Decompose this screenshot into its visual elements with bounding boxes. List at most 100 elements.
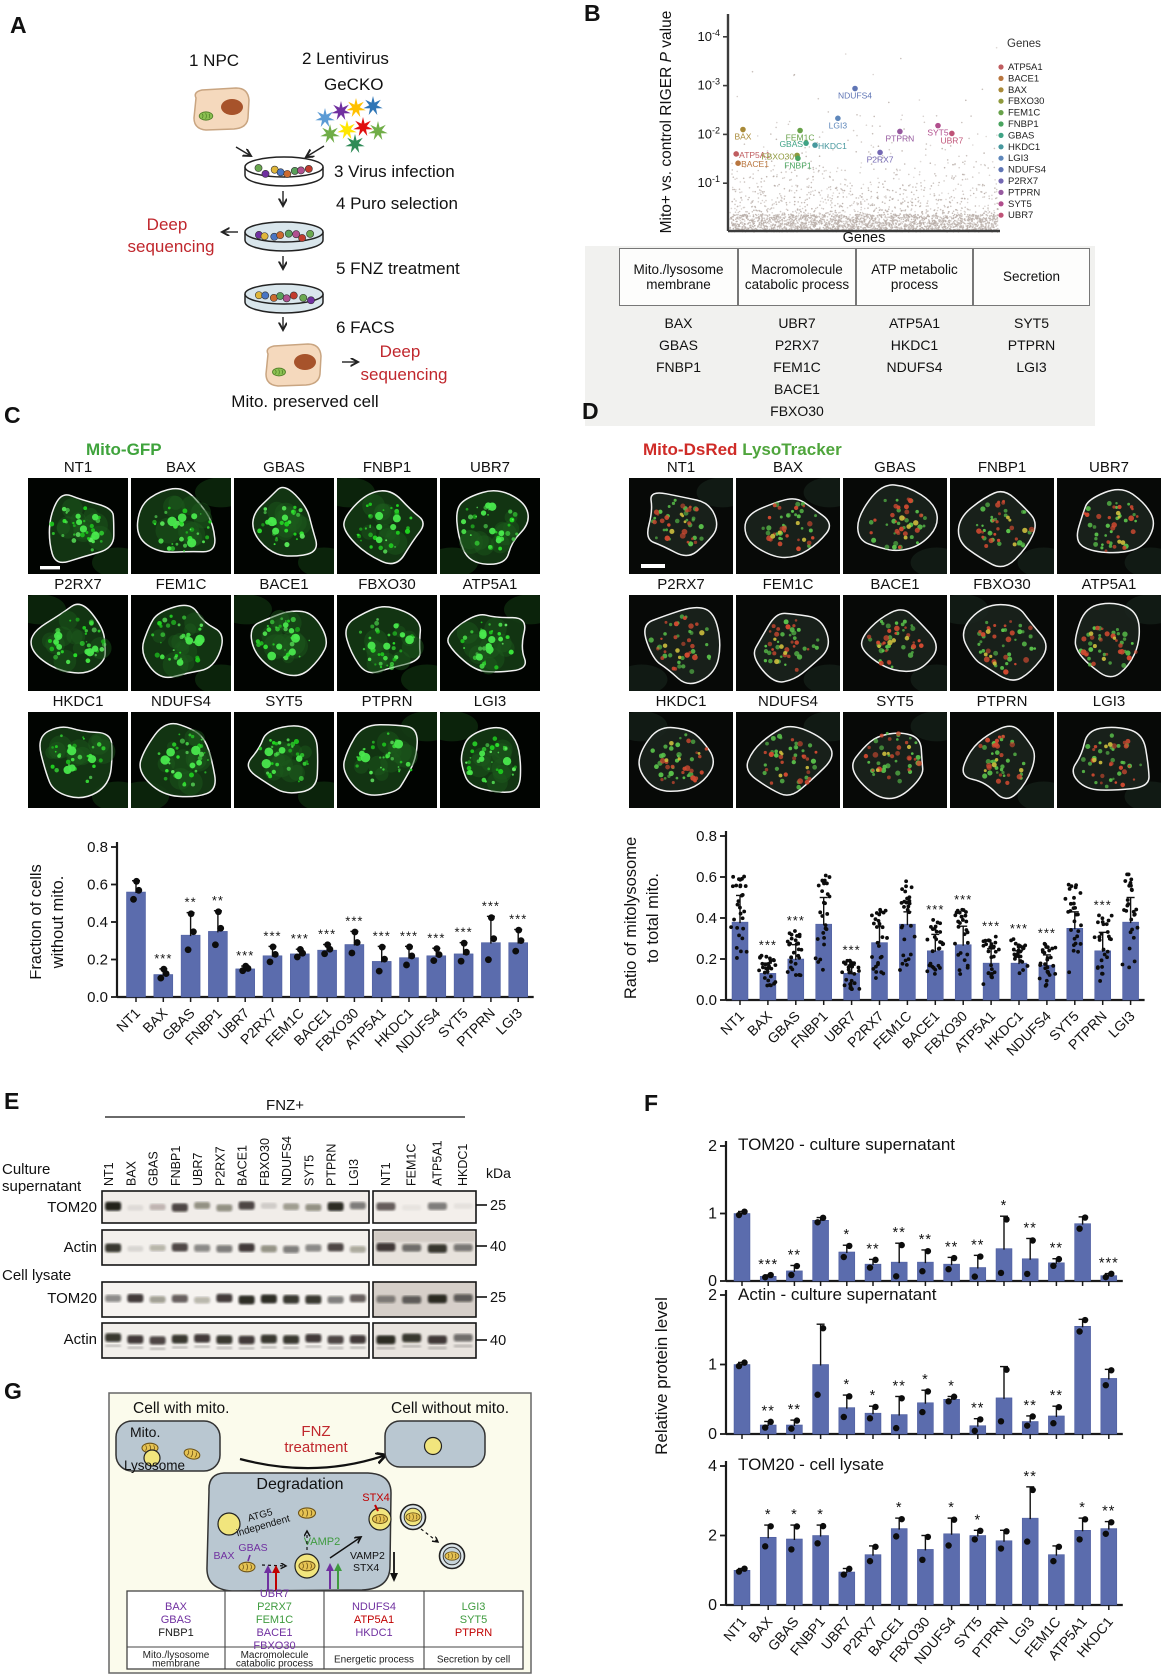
y-tick-label: 0.2 bbox=[87, 952, 108, 969]
gene-point-label: SYT5 bbox=[927, 128, 949, 138]
significance-stars: ** bbox=[866, 1241, 879, 1257]
cell-without-mito-icon bbox=[384, 1420, 486, 1468]
model-table-gene: LGI3 bbox=[462, 1601, 486, 1613]
bar bbox=[890, 1414, 908, 1435]
kda-marker: 25 bbox=[490, 1290, 506, 1306]
lysosome-icon bbox=[143, 1449, 161, 1467]
microscopy-tile-label: HKDC1 bbox=[655, 693, 707, 710]
gene-point-label: FEM1C bbox=[786, 132, 815, 142]
go-table-column: UBR7 P2RX7 FEM1C BACE1 FBXO30 bbox=[738, 312, 856, 422]
panel-e-label: E bbox=[4, 1088, 20, 1114]
cell-with-mito-icon: Mito. Lysosome bbox=[115, 1420, 221, 1473]
step-3-virus-infection: 3 Virus infection bbox=[334, 162, 455, 181]
model-table-gene: BAX bbox=[165, 1601, 188, 1613]
y-tick-label: 0.0 bbox=[87, 989, 108, 1006]
mito-dsred-lysotracker-cell-image bbox=[736, 478, 840, 574]
go-table-column: ATP5A1 HKDC1 NDUFS4 bbox=[856, 312, 973, 378]
significance-stars: *** bbox=[236, 948, 254, 963]
deep-sequencing-right: Deep bbox=[380, 342, 421, 361]
lysotracker-channel-label: LysoTracker bbox=[742, 440, 842, 459]
secreted-vesicles bbox=[399, 1503, 466, 1570]
gene-point-label: NDUFS4 bbox=[838, 91, 872, 101]
y-tick-label: 2 bbox=[708, 1287, 717, 1304]
microscopy-tile-label: FBXO30 bbox=[358, 576, 416, 593]
significance-stars: * bbox=[843, 1227, 850, 1243]
significance-stars: ** bbox=[212, 893, 224, 908]
bar bbox=[890, 1528, 908, 1606]
vamp2-label: VAMP2 bbox=[304, 1536, 340, 1548]
legend-item-label: FNBP1 bbox=[1008, 119, 1039, 130]
y-tick-label: 2 bbox=[708, 1138, 717, 1155]
bar bbox=[1074, 1223, 1091, 1282]
significance-stars: * bbox=[974, 1512, 981, 1528]
y-tick-label: 0 bbox=[708, 1426, 717, 1443]
legend-item-label: PTPRN bbox=[1008, 187, 1040, 198]
model-table-gene: P2RX7 bbox=[257, 1601, 292, 1613]
model-table-gene: SYT5 bbox=[460, 1614, 488, 1626]
gene-point-label: BACE1 bbox=[741, 159, 769, 169]
y-tick-label: 0.8 bbox=[696, 828, 717, 845]
bar bbox=[864, 1412, 882, 1435]
deep-sequencing-right-2: sequencing bbox=[361, 365, 448, 384]
chart-title: TOM20 - cell lysate bbox=[738, 1455, 884, 1474]
significance-stars: *** bbox=[427, 930, 445, 945]
microscopy-tile-label: P2RX7 bbox=[54, 576, 102, 593]
model-table-gene: NDUFS4 bbox=[352, 1601, 396, 1613]
go-table-header: Mito./lysosome membrane bbox=[619, 248, 738, 306]
significance-stars: *** bbox=[263, 928, 281, 943]
model-table-gene: BACE1 bbox=[256, 1627, 292, 1639]
mito-dsred-lysotracker-cell-image bbox=[1057, 712, 1161, 808]
significance-stars: ** bbox=[762, 1403, 775, 1419]
gene-point-label: HKDC1 bbox=[818, 141, 847, 151]
mito-dsred-lysotracker-cell-image bbox=[1057, 478, 1161, 574]
cell-lysate-label: Cell lysate bbox=[2, 1267, 71, 1284]
microscopy-tile-label: UBR7 bbox=[1088, 459, 1129, 476]
panel-g-label: G bbox=[4, 1378, 22, 1404]
step-2-lentivirus: 2 Lentivirus bbox=[302, 49, 389, 68]
go-table-gene: ATP5A1 bbox=[888, 315, 941, 331]
lentivirus-stars-icon bbox=[315, 96, 388, 153]
fnz-arc-arrow bbox=[239, 1455, 386, 1470]
bar bbox=[812, 1364, 829, 1435]
step-4-puro-selection: 4 Puro selection bbox=[336, 194, 458, 213]
y-axis-label: to total mito. bbox=[644, 873, 662, 963]
legend-item-label: BACE1 bbox=[1008, 73, 1039, 84]
significance-stars: * bbox=[1001, 1198, 1008, 1214]
model-table-gene: FBXO30 bbox=[253, 1640, 295, 1652]
mito-gfp-cell-image bbox=[440, 478, 540, 574]
significance-stars: * bbox=[843, 1377, 850, 1393]
bar bbox=[1021, 1258, 1039, 1282]
significance-stars: *** bbox=[455, 925, 473, 940]
lane-label: NDUFS4 bbox=[280, 1136, 294, 1186]
gene-point-label: FBXO30 bbox=[761, 151, 794, 161]
bar bbox=[890, 1261, 908, 1282]
lane-label: HKDC1 bbox=[456, 1144, 470, 1186]
mito-gfp-cell-image bbox=[131, 712, 231, 808]
bar bbox=[943, 1263, 960, 1282]
mito-dsred-lysotracker-cell-image bbox=[950, 478, 1054, 574]
gbas-label: GBAS bbox=[238, 1542, 267, 1554]
bar bbox=[290, 953, 310, 998]
panel-f-quantification-charts: 012 TOM20 - culture supernatant**********… bbox=[652, 1135, 1123, 1667]
microscopy-tile-label: HKDC1 bbox=[52, 693, 104, 710]
model-table-header-2: membrane bbox=[152, 1659, 200, 1670]
mito-dsred-lysotracker-cell-image bbox=[736, 712, 840, 808]
y-tick-label: 1 bbox=[708, 1357, 717, 1374]
microscopy-tile-label: FNBP1 bbox=[362, 459, 412, 476]
bar bbox=[371, 961, 392, 998]
lane-label: FNBP1 bbox=[169, 1146, 183, 1186]
go-table-gene: SYT5 bbox=[1013, 315, 1049, 331]
y-axis-label: without mito. bbox=[49, 876, 67, 970]
significance-stars: ** bbox=[1024, 1469, 1037, 1485]
panel-b-riger-scatter: 10-4 10-3 10-2 10-1 Mito+ vs. control RIGER … bbox=[658, 11, 1046, 244]
microscopy-tile-label: ATP5A1 bbox=[462, 576, 518, 593]
y-tick-label: 4 bbox=[708, 1458, 717, 1475]
microscopy-tile-label: PTPRN bbox=[976, 693, 1028, 710]
significance-stars: * bbox=[765, 1507, 772, 1523]
bar bbox=[943, 1399, 960, 1435]
lysosome-icon bbox=[217, 1512, 241, 1536]
go-table-header: Secretion bbox=[973, 248, 1090, 306]
legend-item-label: BAX bbox=[1008, 85, 1028, 96]
mito-dsred-lysotracker-cell-image bbox=[629, 478, 733, 574]
